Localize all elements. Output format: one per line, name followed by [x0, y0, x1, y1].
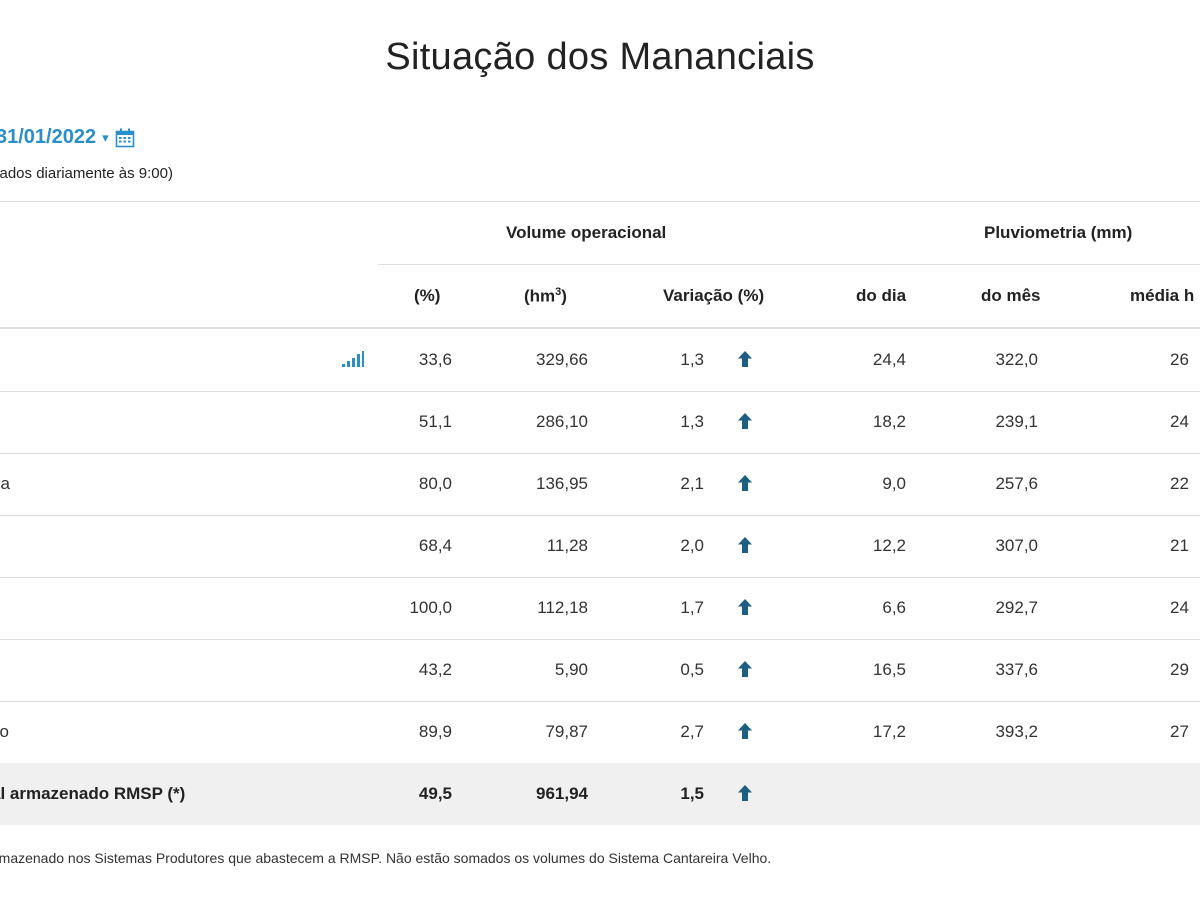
volume-variation: 1,7	[680, 598, 704, 617]
rain-month: 393,2	[995, 722, 1038, 741]
rain-day: 9,0	[882, 474, 906, 493]
page-title: Situação dos Mananciais	[385, 36, 815, 78]
volume-variation: 2,1	[680, 474, 704, 493]
system-name: ga	[0, 474, 10, 493]
arrow-up-icon	[735, 783, 755, 803]
table-row: 43,2 5,90 0,5 16,5 337,6 29	[0, 639, 1200, 702]
volume-pct: 33,6	[418, 350, 452, 369]
total-label: al armazenado RMSP (*)	[0, 784, 186, 803]
table-row: 51,1 286,10 1,3 18,2 239,1 24	[0, 391, 1200, 454]
volume-pct: 89,9	[418, 722, 452, 741]
volume-hm3: 112,18	[537, 598, 588, 617]
arrow-up-icon	[735, 535, 755, 555]
rain-avg: 26	[1170, 350, 1189, 369]
arrow-up-icon	[735, 721, 755, 741]
header-variation: Variação (%)	[663, 286, 765, 305]
volume-pct: 43,2	[418, 660, 452, 679]
volume-hm3: 961,94	[536, 784, 588, 803]
arrow-up-icon	[735, 659, 755, 679]
arrow-up-icon	[735, 349, 755, 369]
rain-day: 6,6	[882, 598, 906, 617]
system-name: co	[0, 722, 9, 741]
rain-month: 307,0	[995, 536, 1038, 555]
rain-avg: 21	[1170, 536, 1189, 555]
date-picker[interactable]: 31/01/2022 ▾	[0, 126, 135, 149]
header-day: do dia	[856, 286, 907, 305]
volume-hm3: 286,10	[536, 412, 588, 431]
rain-day: 17,2	[872, 722, 906, 741]
volume-pct: 49,5	[418, 784, 452, 803]
footnote: rmazenado nos Sistemas Produtores que ab…	[0, 850, 772, 866]
table-row: co 89,9 79,87 2,7 17,2 393,2 27	[0, 701, 1200, 764]
table-row: 68,4 11,28 2,0 12,2 307,0 21	[0, 515, 1200, 578]
header-month: do mês	[981, 286, 1041, 305]
rain-month: 257,6	[995, 474, 1038, 493]
rain-month: 239,1	[995, 412, 1038, 431]
rain-day: 12,2	[872, 536, 906, 555]
chevron-down-icon[interactable]: ▾	[102, 129, 109, 145]
date-value[interactable]: 31/01/2022	[0, 126, 97, 148]
header-avg: média h	[1130, 286, 1195, 305]
rain-avg: 24	[1170, 598, 1189, 617]
volume-hm3: 11,28	[546, 536, 588, 555]
volume-hm3: 136,95	[536, 474, 588, 493]
header-pct: (%)	[414, 286, 441, 305]
volume-pct: 51,1	[418, 412, 452, 431]
calendar-icon[interactable]	[115, 128, 135, 148]
rain-month: 337,6	[995, 660, 1038, 679]
arrow-up-icon	[735, 597, 755, 617]
volume-variation: 2,7	[680, 722, 704, 741]
rain-month: 322,0	[995, 350, 1038, 369]
volume-variation: 1,5	[680, 784, 704, 803]
signal-bars-icon[interactable]	[342, 351, 364, 372]
rain-avg: 27	[1170, 722, 1189, 741]
total-row: al armazenado RMSP (*) 49,5 961,94 1,5	[0, 763, 1200, 825]
table-top-divider	[0, 201, 1200, 202]
rain-day: 16,5	[872, 660, 906, 679]
volume-pct: 68,4	[418, 536, 452, 555]
volume-hm3: 79,87	[545, 722, 588, 741]
arrow-up-icon	[735, 473, 755, 493]
rain-day: 18,2	[872, 412, 906, 431]
header-volume-group: Volume operacional	[506, 223, 667, 242]
volume-hm3: 329,66	[536, 350, 588, 369]
rain-day: 24,4	[872, 350, 906, 369]
group-header-divider	[378, 264, 1200, 265]
header-rain-group: Pluviometria (mm)	[984, 223, 1133, 242]
header-divider	[0, 327, 1200, 329]
volume-variation: 2,0	[680, 536, 704, 555]
update-note: zados diariamente às 9:00)	[0, 165, 173, 182]
volume-variation: 1,3	[680, 350, 704, 369]
volume-pct: 100,0	[409, 598, 452, 617]
volume-pct: 80,0	[418, 474, 452, 493]
rain-avg: 29	[1170, 660, 1189, 679]
arrow-up-icon	[735, 411, 755, 431]
table-row: 33,6 329,66 1,3 24,4 322,0 26	[0, 329, 1200, 392]
rain-month: 292,7	[995, 598, 1038, 617]
table-row: 100,0 112,18 1,7 6,6 292,7 24	[0, 577, 1200, 640]
volume-variation: 0,5	[680, 660, 704, 679]
rain-avg: 24	[1170, 412, 1189, 431]
volume-hm3: 5,90	[554, 660, 588, 679]
header-hm3: (hm3)	[524, 286, 567, 306]
rain-avg: 22	[1170, 474, 1189, 493]
table-row: ga 80,0 136,95 2,1 9,0 257,6 22	[0, 453, 1200, 516]
volume-variation: 1,3	[680, 412, 704, 431]
